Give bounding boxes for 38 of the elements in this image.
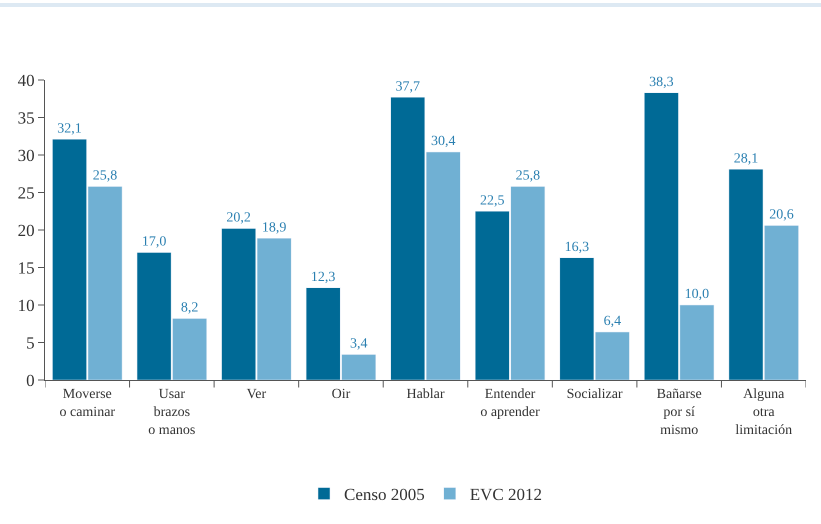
y-tick-label: 25: [18, 183, 35, 202]
data-label: 12,3: [310, 270, 336, 285]
x-tick-label: Usar brazos o manos: [148, 386, 196, 438]
data-label: 16,3: [564, 240, 590, 255]
data-label: 22,5: [480, 193, 505, 208]
data-label: 20,2: [226, 210, 251, 226]
y-tick-label: 0: [26, 370, 35, 390]
data-label: 17,0: [142, 234, 166, 250]
y-tick-label: 10: [18, 296, 35, 315]
x-tick-label: Socializar: [566, 386, 623, 402]
data-label: 18,9: [262, 220, 286, 236]
data-label: 25,8: [516, 168, 540, 184]
data-label: 32,1: [57, 121, 82, 136]
x-tick-label: Entender o aprender: [480, 386, 540, 420]
data-label: 10,0: [684, 287, 710, 302]
legend-label: EVC 2012: [470, 485, 542, 504]
data-label: 3,4: [350, 336, 368, 352]
legend-label: Censo 2005: [344, 485, 425, 504]
data-label: 28,1: [734, 151, 758, 166]
x-tick-label: Moverse o caminar: [59, 386, 116, 420]
data-label: 30,4: [431, 134, 456, 149]
y-tick-label: 15: [18, 258, 35, 278]
x-tick-label: Oir: [332, 386, 351, 402]
data-label: 20,6: [769, 208, 794, 222]
data-label: 8,2: [180, 300, 198, 316]
y-tick-label: 20: [18, 220, 35, 240]
x-tick-label: Ver: [246, 386, 266, 402]
x-tick-label: Alguna otra limitación: [735, 386, 792, 438]
y-tick-label: 35: [18, 108, 35, 128]
y-tick-label: 5: [26, 333, 35, 352]
data-label: 6,4: [604, 314, 622, 329]
data-label: 25,8: [92, 168, 118, 184]
x-tick-label: Hablar: [406, 386, 445, 402]
x-tick-label: Bañarse por sí mismo: [656, 386, 702, 438]
y-tick-label: 30: [18, 146, 35, 165]
data-label: 38,3: [649, 74, 674, 90]
data-label: 37,7: [395, 79, 420, 94]
y-tick-label: 40: [18, 70, 35, 90]
